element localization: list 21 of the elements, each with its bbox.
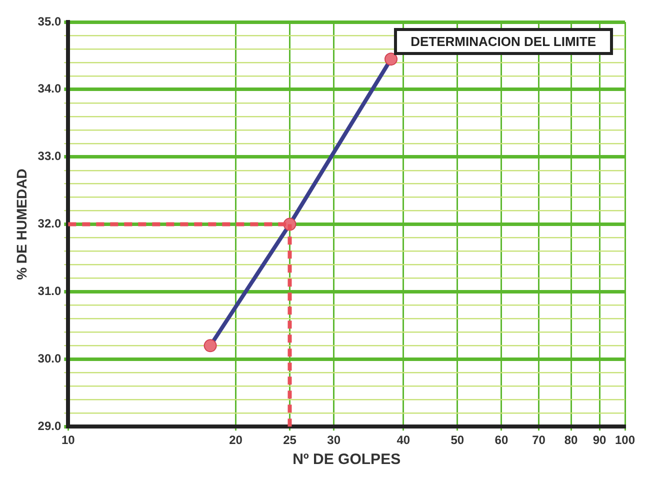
x-axis-title: Nº DE GOLPES	[292, 451, 401, 468]
x-tick-label: 60	[494, 433, 508, 448]
y-tick-label: 34.0	[38, 82, 62, 96]
x-tick-label: 90	[592, 433, 607, 448]
y-tick-label: 31.0	[38, 284, 62, 298]
x-tick-label: 100	[614, 433, 636, 448]
text: DETERMINACION DEL LIMITE	[394, 28, 613, 55]
y-tick-label: 35.0	[38, 14, 62, 28]
y-axis-title: % DE HUMEDAD	[13, 168, 30, 280]
x-tick-label: 30	[327, 433, 341, 448]
x-tick-label: 20	[229, 433, 243, 448]
x-tick-label: 80	[564, 433, 578, 448]
x-tick-label: 10	[61, 433, 76, 448]
x-tick-label: 50	[450, 433, 464, 448]
y-tick-label: 30.0	[38, 351, 62, 366]
x-tick-label: 25	[283, 433, 297, 448]
x-tick-label: 70	[532, 433, 546, 448]
x-tick-label: 40	[396, 433, 410, 448]
y-tick-label: 33.0	[38, 149, 62, 164]
y-tick-label: 29.0	[38, 418, 62, 433]
y-tick-label: 32.0	[38, 216, 62, 231]
